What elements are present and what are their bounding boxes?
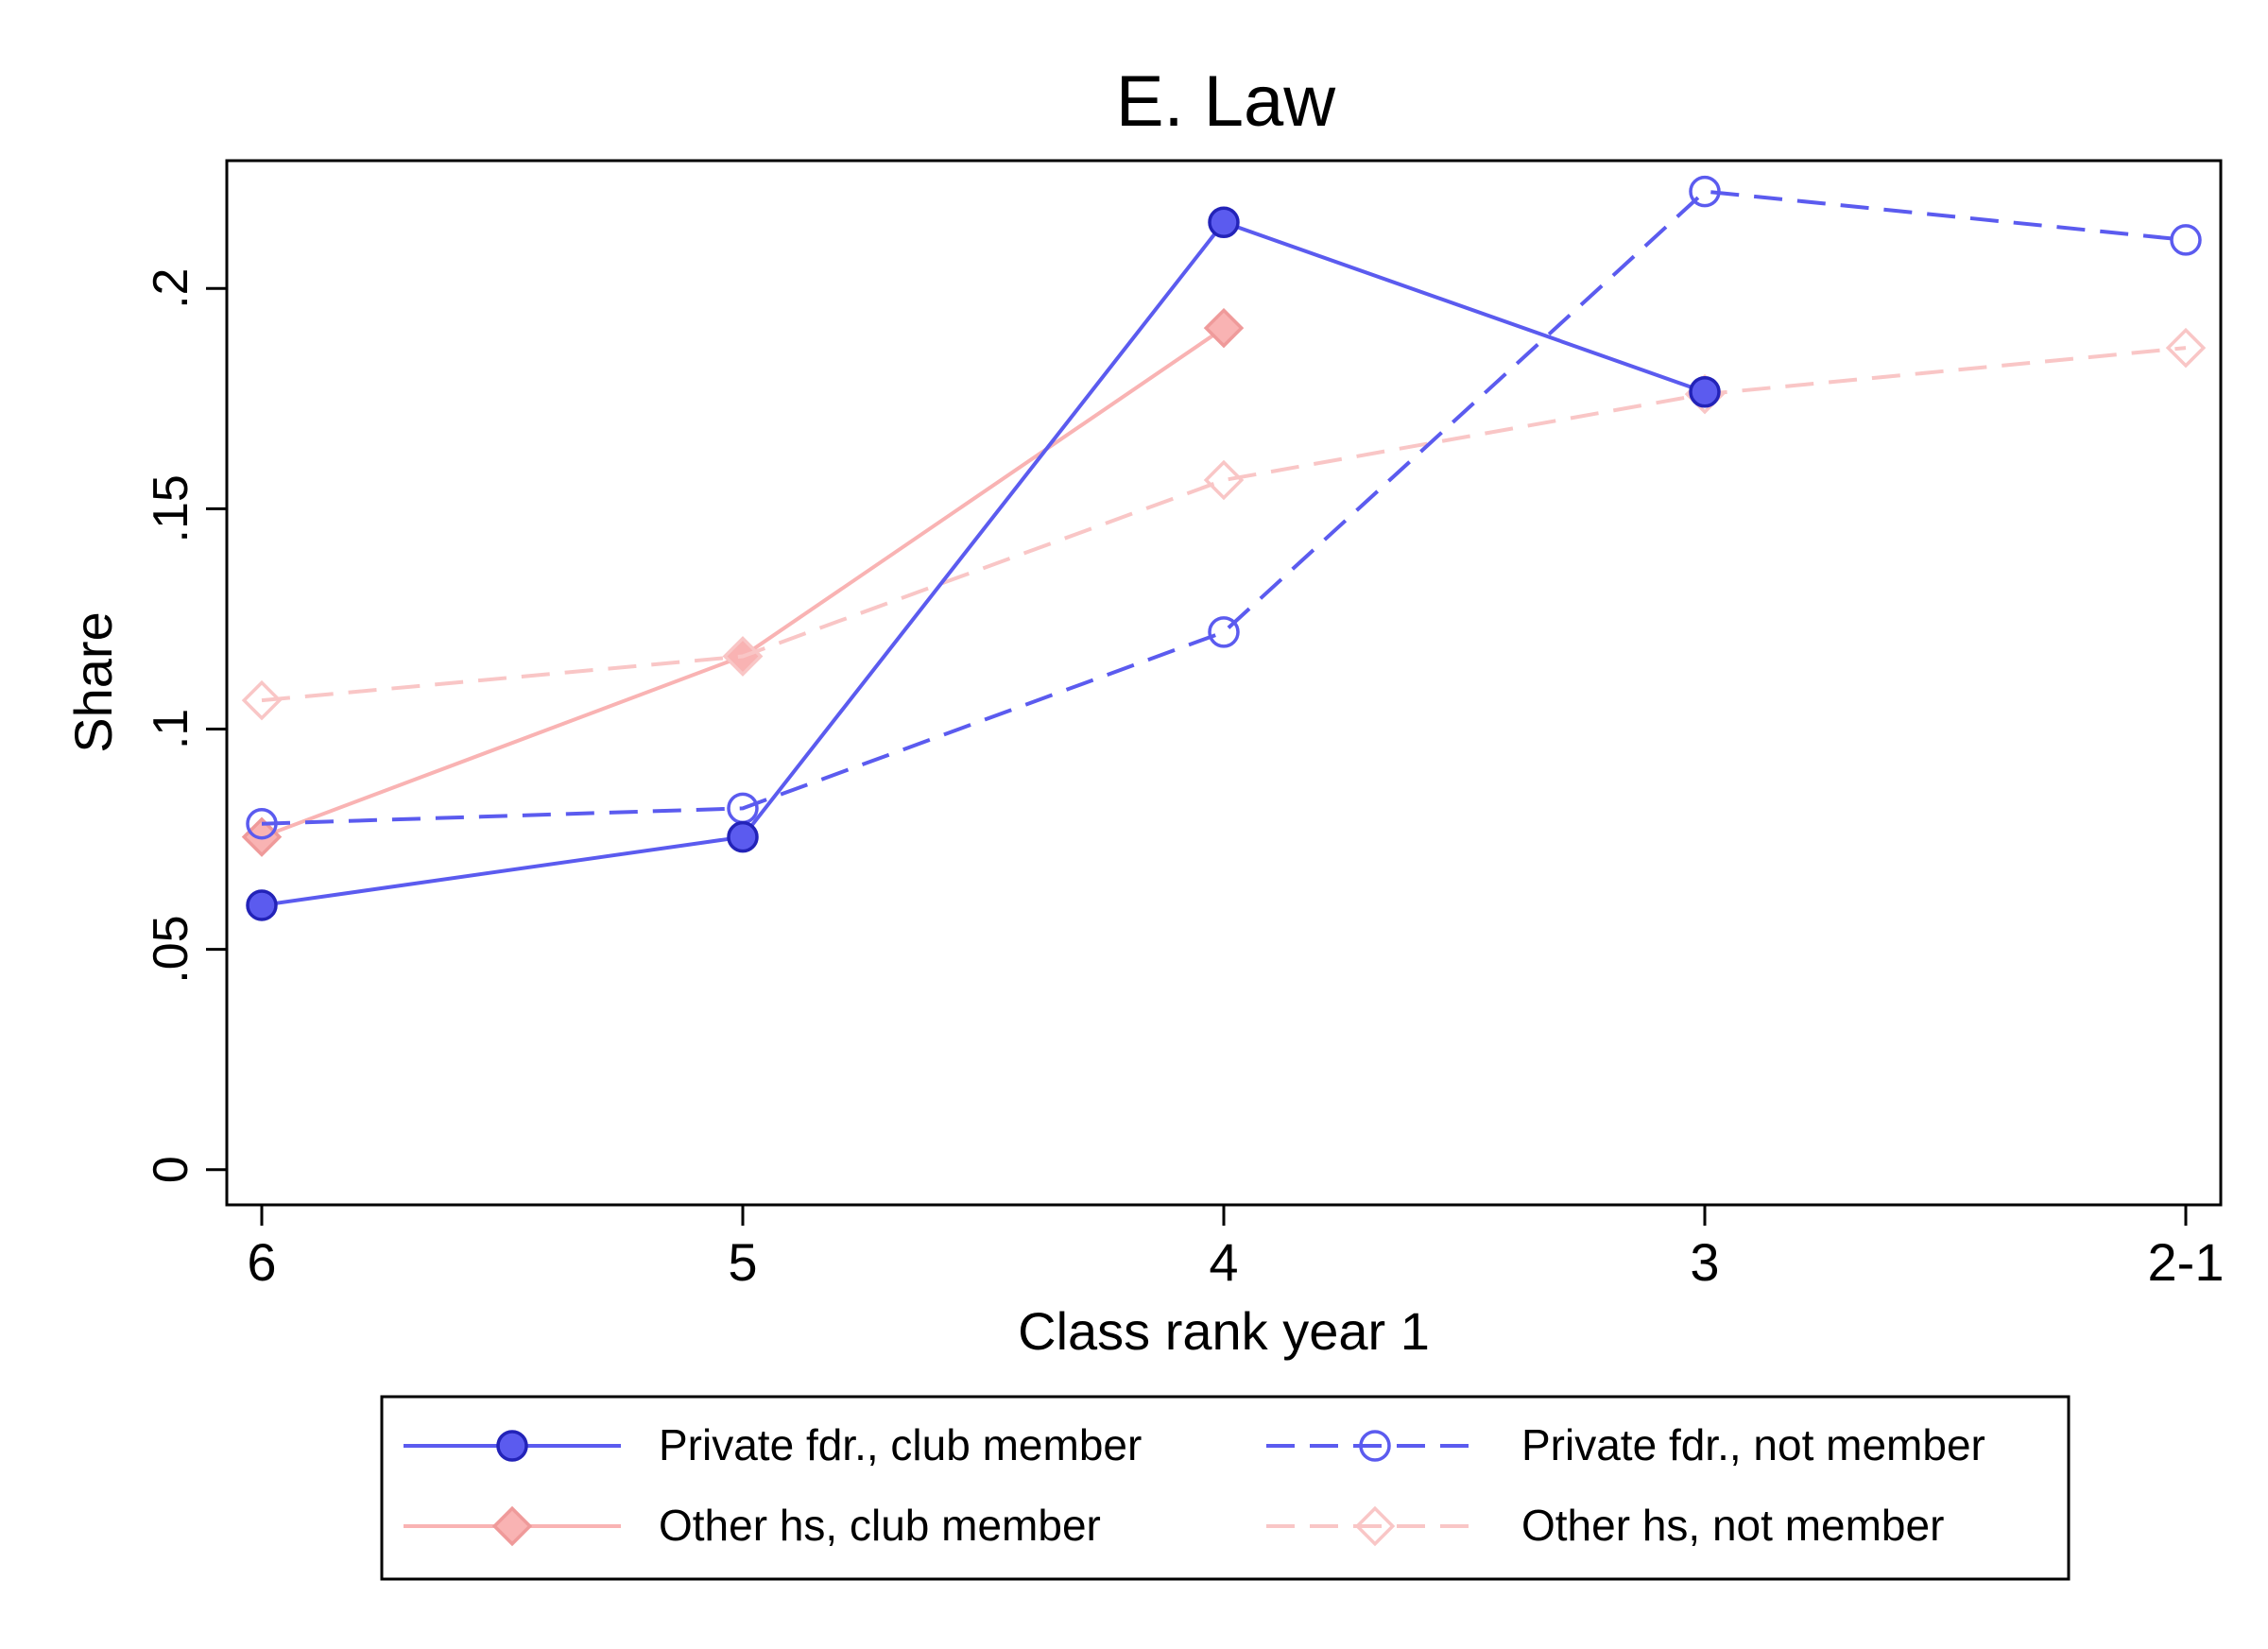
x-tick-label: 3 [1690, 1232, 1719, 1292]
data-point [1208, 206, 1240, 239]
series-line [261, 189, 2187, 826]
y-axis-label: Share [63, 611, 123, 752]
y-tick-label: 0 [144, 1156, 198, 1183]
legend-marker [1354, 1505, 1396, 1547]
legend-item-other-hs-not-member: Other hs, not member [1266, 1501, 1944, 1550]
data-point [246, 889, 278, 921]
legend-marker [491, 1505, 533, 1547]
legend-item-private-fdr-club-member: Private fdr., club member [404, 1420, 1142, 1469]
data-point [2170, 224, 2202, 256]
data-point [1208, 616, 1240, 648]
x-tick-label: 5 [728, 1232, 757, 1292]
series-line [261, 219, 1706, 907]
x-tick-label: 4 [1209, 1232, 1238, 1292]
series-private-fdr-club-member [246, 206, 1721, 921]
legend-item-private-fdr-not-member: Private fdr., not member [1266, 1420, 1985, 1469]
data-point [722, 636, 764, 677]
legend-marker [496, 1430, 528, 1462]
y-tick-label: .05 [144, 915, 198, 983]
data-point [246, 807, 278, 840]
y-axis: 0 .05 .1 .15 .2 [144, 268, 227, 1183]
series-layer [241, 175, 2207, 921]
legend-marker [1359, 1430, 1391, 1462]
data-point [1689, 175, 1721, 208]
x-axis-label: Class rank year 1 [1018, 1301, 1430, 1361]
legend-box [380, 1395, 2070, 1581]
series-private-fdr-not-member [246, 175, 2202, 840]
x-tick-label: 6 [247, 1232, 276, 1292]
data-point [2165, 327, 2207, 369]
data-point [1203, 459, 1245, 501]
legend-label: Private fdr., not member [1521, 1420, 1985, 1469]
data-point [727, 820, 759, 853]
legend-label: Private fdr., club member [659, 1420, 1142, 1469]
y-tick-label: .2 [144, 268, 198, 309]
data-point [1203, 307, 1245, 349]
legend: Private fdr., club member Private fdr., n… [380, 1395, 2070, 1581]
series-line [261, 346, 2187, 703]
y-tick-label: .1 [144, 709, 198, 749]
y-tick-label: .15 [144, 474, 198, 542]
x-tick-label: 2-1 [2148, 1232, 2225, 1292]
legend-label: Other hs, club member [659, 1501, 1101, 1550]
x-axis: 6 5 4 3 2-1 [247, 1205, 2224, 1292]
data-point [241, 679, 283, 721]
legend-label: Other hs, not member [1521, 1501, 1944, 1550]
data-point [727, 792, 759, 825]
legend-item-other-hs-club-member: Other hs, club member [404, 1501, 1101, 1550]
data-point [1689, 376, 1721, 408]
chart-title: E. Law [1116, 61, 1336, 142]
series-other-hs-not-member [241, 327, 2207, 721]
